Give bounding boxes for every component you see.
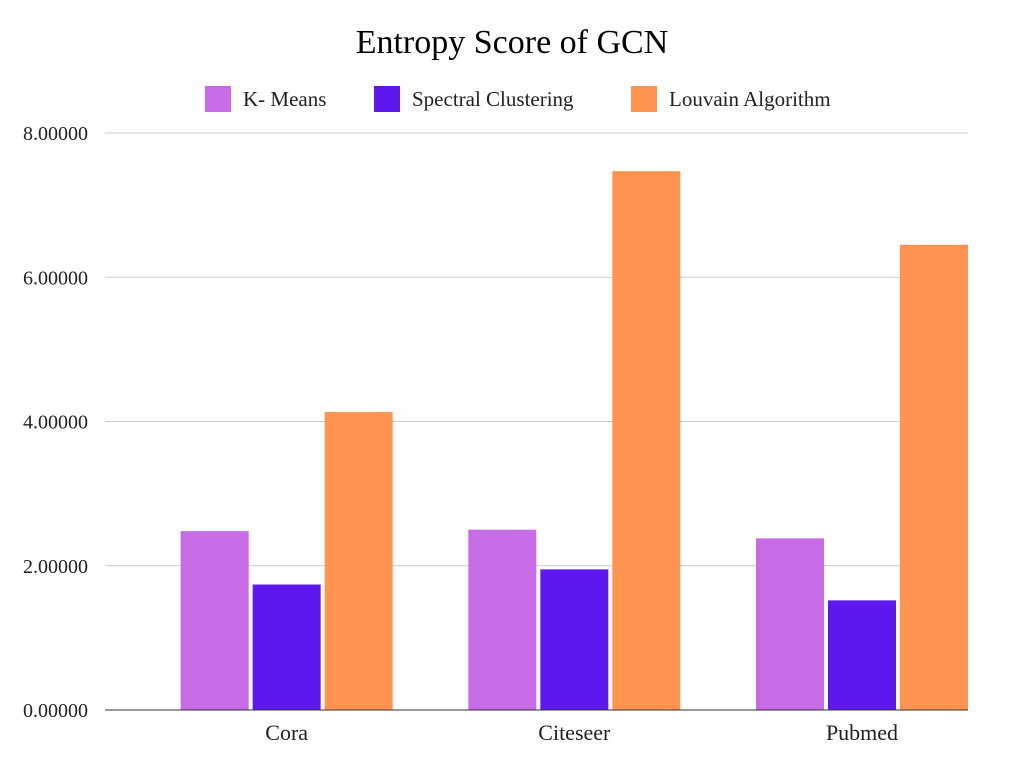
legend-swatch: [631, 86, 657, 112]
legend-swatch: [205, 86, 231, 112]
y-tick-label: 2.00000: [23, 556, 88, 578]
y-tick-label: 6.00000: [23, 267, 88, 289]
bar-citeseer-series-0: [468, 529, 537, 710]
x-tick-label: Cora: [265, 720, 308, 745]
bar-cora-series-1: [252, 584, 321, 710]
legend-swatch: [374, 86, 400, 112]
legend-label: K- Means: [243, 87, 326, 111]
legend-label: Louvain Algorithm: [669, 87, 831, 111]
bar-cora-series-0: [180, 531, 249, 710]
bar-citeseer-series-2: [612, 171, 681, 710]
y-tick-label: 4.00000: [23, 412, 88, 434]
legend-label: Spectral Clustering: [412, 87, 574, 111]
bar-citeseer-series-1: [540, 569, 609, 710]
x-axis: Cora Citeseer Pubmed: [105, 709, 968, 745]
legend: K- Means Spectral Clustering Louvain Algor…: [205, 86, 831, 112]
bar-pubmed-series-1: [828, 600, 896, 710]
bar-pubmed-series-2: [900, 244, 968, 710]
bar-pubmed-series-0: [756, 538, 824, 710]
x-tick-label: Citeseer: [538, 720, 611, 745]
chart-title: Entropy Score of GCN: [356, 24, 669, 61]
y-tick-label: 8.00000: [23, 123, 88, 145]
y-axis: 0.00000 2.00000 4.00000 6.00000 8.00000: [23, 123, 88, 722]
y-tick-label: 0.00000: [23, 700, 88, 722]
y-gridlines: [105, 132, 968, 567]
bars: [180, 171, 968, 710]
bar-cora-series-2: [324, 412, 393, 710]
x-tick-label: Pubmed: [826, 720, 898, 745]
